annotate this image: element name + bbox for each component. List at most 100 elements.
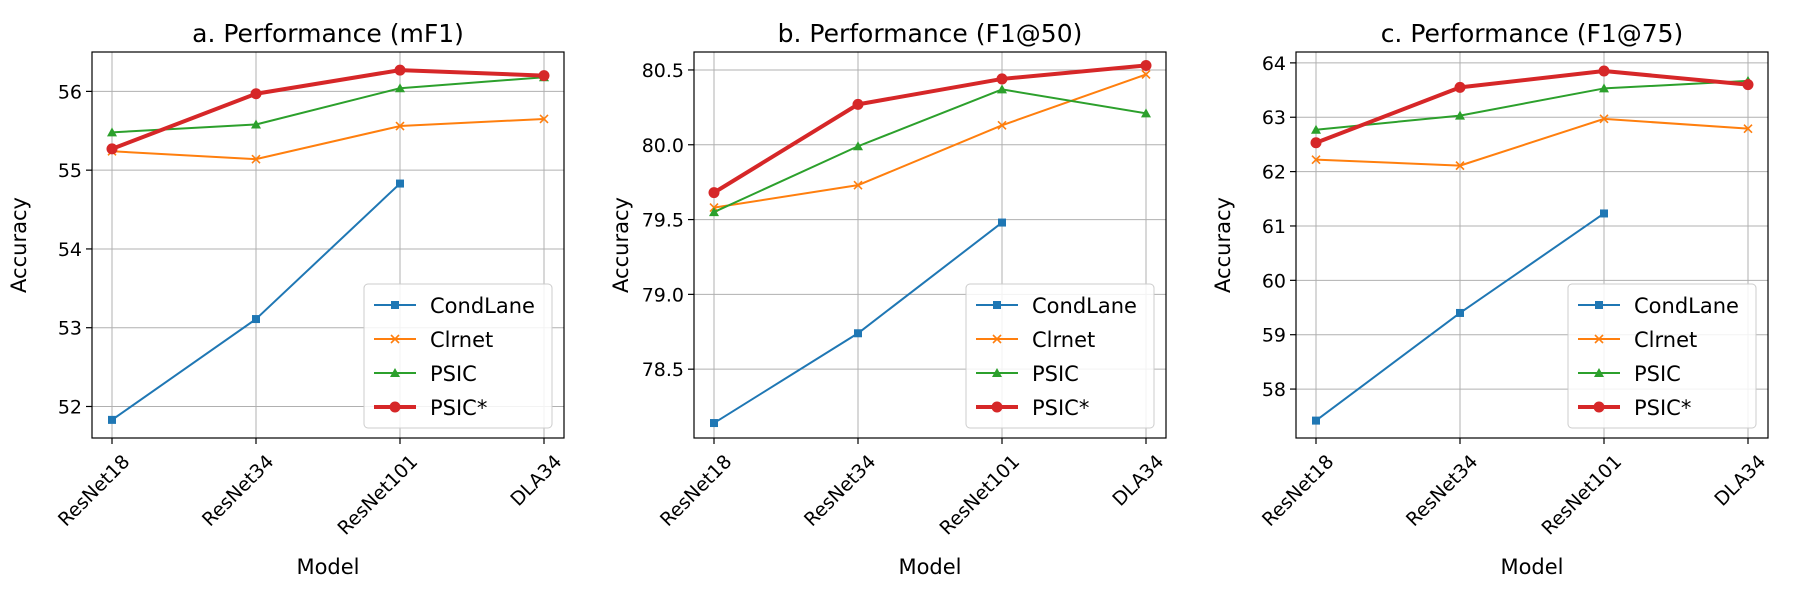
legend-box: [965, 283, 1155, 429]
data-point: [996, 73, 1008, 85]
data-point: [538, 70, 550, 82]
data-point: [395, 121, 405, 131]
x-axis-label: Model: [898, 555, 961, 579]
data-point: [709, 207, 719, 217]
legend-marker: [390, 334, 400, 344]
y-tick-label: 80.5: [642, 60, 684, 82]
y-tick-label: 63: [1262, 107, 1286, 129]
x-marker-stroke: [395, 121, 405, 131]
legend-label: Clrnet: [1032, 328, 1095, 352]
legend-label: PSIC*: [430, 396, 487, 420]
chart-title: b. Performance (F1@50): [778, 19, 1083, 48]
y-tick-label: 79.0: [642, 284, 684, 306]
data-point: [394, 64, 406, 76]
legend: CondLane Clrnet PSIC PSIC*: [1567, 283, 1757, 429]
series-line: [713, 73, 1147, 209]
series-line: [1315, 117, 1749, 167]
legend-label: PSIC*: [1032, 396, 1089, 420]
x-marker-stroke: [1743, 124, 1753, 134]
data-point: [708, 187, 720, 199]
legend-label: CondLane: [1634, 294, 1739, 318]
x-marker-stroke: [1594, 334, 1604, 344]
data-point: [1599, 83, 1609, 93]
data-point: [1310, 137, 1322, 149]
legend-label: Clrnet: [1634, 328, 1697, 352]
y-tick-label: 52: [58, 396, 82, 418]
x-tick-label: ResNet101: [333, 451, 422, 540]
data-point: [1455, 161, 1465, 171]
data-point: [1311, 124, 1321, 134]
y-axis-label: Accuracy: [1211, 197, 1235, 293]
legend-label: PSIC: [430, 362, 477, 386]
data-point: [108, 415, 116, 424]
y-axis-label: Accuracy: [609, 197, 633, 293]
x-tick-label: ResNet18: [1258, 451, 1338, 531]
y-tick-label: 64: [1262, 53, 1286, 75]
data-point: [998, 218, 1006, 227]
legend-marker: [389, 401, 401, 413]
data-point: [1456, 308, 1464, 317]
x-tick-label: ResNet34: [1402, 451, 1482, 531]
data-point: [1454, 81, 1466, 93]
series-line: [713, 88, 1147, 213]
x-marker-stroke: [853, 180, 863, 190]
y-tick-label: 59: [1262, 325, 1286, 347]
data-point: [1140, 59, 1152, 71]
legend-label: PSIC: [1032, 362, 1079, 386]
data-point: [853, 141, 863, 151]
y-tick-label: 62: [1262, 162, 1286, 184]
legend-box: [363, 283, 553, 429]
data-point: [1743, 124, 1753, 134]
y-tick-label: 53: [58, 318, 82, 340]
legend-marker: [1595, 301, 1603, 309]
legend: CondLane Clrnet PSIC PSIC*: [363, 283, 553, 429]
x-tick-label: ResNet101: [1537, 451, 1626, 540]
x-marker-stroke: [1311, 155, 1321, 165]
data-point: [396, 179, 404, 188]
x-marker-stroke: [390, 334, 400, 344]
legend-marker: [1594, 368, 1604, 377]
data-point: [251, 154, 261, 164]
legend-marker: [391, 301, 399, 309]
legend-marker: [390, 368, 400, 377]
series-line: [111, 117, 545, 161]
data-point: [1742, 79, 1754, 91]
data-point: [997, 84, 1007, 94]
x-tick-label: ResNet18: [656, 451, 736, 531]
legend-label: PSIC: [1634, 362, 1681, 386]
legend: CondLane Clrnet PSIC PSIC*: [965, 283, 1155, 429]
data-point: [1599, 114, 1609, 124]
series-line: [111, 68, 545, 151]
data-point: [539, 114, 549, 124]
series-line: [111, 76, 545, 134]
x-marker-stroke: [1141, 69, 1151, 80]
data-point: [1312, 416, 1320, 425]
series-line: [1315, 69, 1749, 145]
y-tick-label: 79.5: [642, 210, 684, 232]
data-point: [1311, 155, 1321, 165]
x-axis-label: Model: [296, 555, 359, 579]
x-tick-label: ResNet34: [198, 451, 278, 531]
legend-marker: [1593, 401, 1605, 413]
axes-frame: [693, 51, 1167, 439]
y-tick-label: 55: [58, 160, 82, 182]
data-point: [107, 127, 117, 137]
y-tick-label: 78.5: [642, 359, 684, 381]
series-line: [1315, 79, 1749, 131]
legend-label: CondLane: [1032, 294, 1137, 318]
legend-marker: [1594, 334, 1604, 344]
data-point: [853, 180, 863, 190]
y-tick-label: 54: [58, 239, 82, 261]
x-axis-label: Model: [1500, 555, 1563, 579]
data-point: [395, 83, 405, 93]
x-tick-label: DLA34: [506, 451, 566, 511]
legend-marker: [993, 301, 1001, 309]
data-point: [252, 315, 260, 324]
x-marker-stroke: [1599, 114, 1609, 124]
axes-frame: [91, 51, 565, 439]
y-tick-label: 61: [1262, 216, 1286, 238]
legend-marker: [992, 334, 1002, 344]
series-line: [712, 63, 1147, 195]
legend-marker: [992, 368, 1002, 377]
